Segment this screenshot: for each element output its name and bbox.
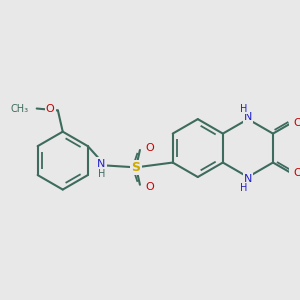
Text: CH₃: CH₃ (11, 103, 29, 113)
Text: O: O (46, 103, 55, 113)
Text: S: S (132, 161, 141, 174)
Text: H: H (240, 183, 248, 193)
Text: H: H (98, 169, 105, 179)
Text: O: O (145, 182, 154, 192)
Text: H: H (240, 103, 248, 113)
Text: N: N (244, 174, 252, 184)
Text: O: O (145, 143, 154, 153)
Text: N: N (97, 158, 106, 169)
Text: O: O (294, 118, 300, 128)
Text: O: O (294, 168, 300, 178)
Text: N: N (244, 112, 252, 122)
